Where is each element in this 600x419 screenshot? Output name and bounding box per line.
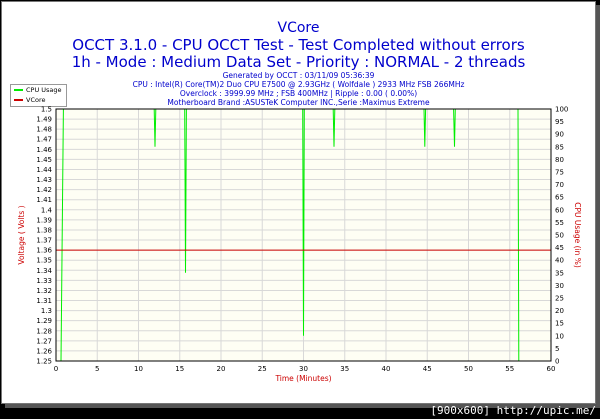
y2-tick-label: 95 — [555, 118, 564, 126]
y2-tick-label: 40 — [555, 257, 564, 265]
x-tick-label: 5 — [95, 365, 99, 373]
y2-tick-label: 90 — [555, 131, 564, 139]
x-tick-label: 30 — [299, 365, 308, 373]
y-tick-label: 1.31 — [36, 297, 52, 305]
chart-subtitle-test: OCCT 3.1.0 - CPU OCCT Test - Test Comple… — [72, 36, 525, 54]
legend-swatch-cpu-usage — [14, 89, 23, 91]
y-tick-label: 1.47 — [36, 136, 52, 144]
y2-tick-label: 70 — [555, 181, 564, 189]
y2-tick-label: 20 — [555, 307, 564, 315]
y2-tick-label: 65 — [555, 194, 564, 202]
y2-tick-label: 85 — [555, 143, 564, 151]
y2-tick-label: 30 — [555, 282, 564, 290]
x-tick-label: 10 — [134, 365, 143, 373]
y-tick-label: 1.34 — [36, 267, 52, 275]
y-tick-label: 1.33 — [36, 277, 52, 285]
y2-tick-label: 80 — [555, 156, 564, 164]
x-tick-label: 0 — [54, 365, 58, 373]
plot-border — [55, 108, 552, 362]
x-axis-label: Time (Minutes) — [274, 374, 331, 383]
x-tick-label: 40 — [382, 365, 391, 373]
y-tick-label: 1.29 — [36, 317, 52, 325]
x-tick-label: 60 — [547, 365, 556, 373]
info-generated: Generated by OCCT : 03/11/09 05:36:39 — [222, 71, 375, 80]
y2-tick-label: 100 — [555, 106, 568, 114]
y2-tick-label: 35 — [555, 269, 564, 277]
y2-tick-label: 5 — [555, 345, 559, 353]
y-tick-label: 1.41 — [36, 196, 52, 204]
legend-item-cpu-usage: CPU Usage — [11, 85, 66, 95]
y-tick-label: 1.26 — [36, 347, 52, 355]
y-tick-label: 1.42 — [36, 186, 52, 194]
chart-title: VCore — [277, 20, 320, 36]
y-tick-label: 1.25 — [36, 358, 52, 366]
y-axis-label: Voltage ( Volts ) — [17, 205, 26, 264]
y-tick-label: 1.43 — [36, 176, 52, 184]
chart-legend: CPU Usage VCore — [10, 84, 67, 107]
y-tick-label: 1.28 — [36, 327, 52, 335]
y2-axis-label: CPU Usage (in %) — [573, 202, 582, 268]
y-tick-label: 1.32 — [36, 287, 52, 295]
legend-label-vcore: VCore — [26, 96, 46, 104]
y2-tick-label: 25 — [555, 295, 564, 303]
x-tick-label: 45 — [423, 365, 432, 373]
y2-tick-label: 60 — [555, 206, 564, 214]
y2-tick-label: 15 — [555, 320, 564, 328]
legend-label-cpu-usage: CPU Usage — [26, 86, 62, 94]
y2-tick-label: 0 — [555, 358, 559, 366]
y2-tick-label: 10 — [555, 332, 564, 340]
y-tick-label: 1.37 — [36, 237, 52, 245]
x-tick-label: 15 — [175, 365, 184, 373]
x-tick-label: 20 — [217, 365, 226, 373]
y-tick-label: 1.27 — [36, 337, 52, 345]
legend-item-vcore: VCore — [11, 95, 66, 105]
y-tick-label: 1.5 — [41, 106, 52, 114]
y-tick-label: 1.46 — [36, 146, 52, 154]
x-tick-label: 25 — [258, 365, 267, 373]
y-tick-label: 1.45 — [36, 156, 52, 164]
x-tick-label: 50 — [464, 365, 473, 373]
y-tick-label: 1.35 — [36, 257, 52, 265]
legend-swatch-vcore — [14, 99, 23, 101]
info-overclock: Overclock : 3999.99 MHz ; FSB 400MHz | R… — [179, 89, 418, 98]
y2-tick-label: 45 — [555, 244, 564, 252]
y-tick-label: 1.39 — [36, 216, 52, 224]
y-tick-label: 1.3 — [41, 307, 52, 315]
y2-tick-label: 50 — [555, 232, 564, 240]
x-tick-label: 35 — [340, 365, 349, 373]
info-cpu: CPU : Intel(R) Core(TM)2 Duo CPU E7500 @… — [132, 80, 465, 89]
y2-tick-label: 55 — [555, 219, 564, 227]
y2-tick-label: 75 — [555, 169, 564, 177]
chart-subtitle-mode: 1h - Mode : Medium Data Set - Priority :… — [71, 53, 526, 71]
y-tick-label: 1.48 — [36, 126, 52, 134]
y-tick-label: 1.44 — [36, 166, 52, 174]
y-tick-label: 1.36 — [36, 247, 52, 255]
y-tick-label: 1.38 — [36, 226, 52, 234]
footer-text: [900x600] http://upic.me/ — [430, 404, 596, 417]
info-motherboard: Motherboard Brand :ASUSTeK Computer INC.… — [167, 98, 430, 107]
x-tick-label: 55 — [505, 365, 514, 373]
y-tick-label: 1.4 — [41, 206, 53, 214]
y-tick-label: 1.49 — [36, 116, 52, 124]
